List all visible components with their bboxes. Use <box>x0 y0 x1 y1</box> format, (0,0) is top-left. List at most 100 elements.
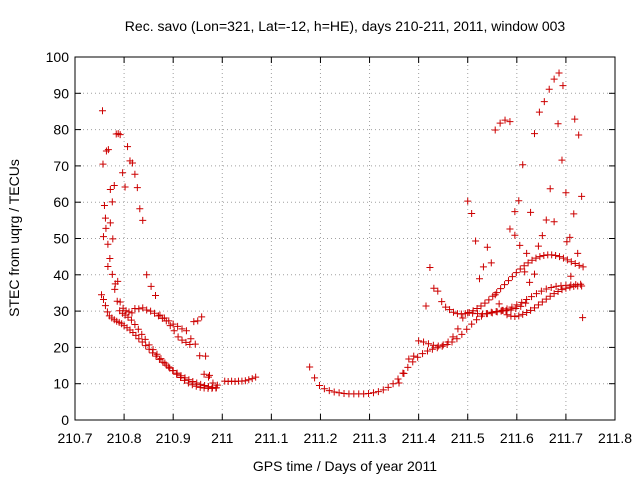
data-point <box>108 198 116 206</box>
data-point <box>511 231 519 239</box>
data-point <box>575 131 583 139</box>
data-point <box>110 182 118 190</box>
data-point <box>501 281 509 289</box>
data-point <box>429 341 437 349</box>
data-point <box>196 352 204 360</box>
data-point <box>245 376 253 384</box>
data-point <box>428 345 436 353</box>
data-point <box>194 317 202 325</box>
x-tick-label: 211.8 <box>598 430 632 446</box>
data-point <box>527 306 535 314</box>
data-point <box>325 387 333 395</box>
data-point <box>499 306 507 314</box>
data-point <box>442 303 450 311</box>
data-point <box>151 309 159 317</box>
data-point <box>550 290 558 298</box>
data-point <box>538 298 546 306</box>
data-point <box>483 310 491 318</box>
data-point <box>534 242 542 250</box>
data-point <box>152 352 160 360</box>
x-tick-label: 211.1 <box>254 430 288 446</box>
data-point <box>100 201 108 209</box>
x-tick-label: 210.7 <box>57 430 92 446</box>
data-point <box>444 338 452 346</box>
data-point <box>131 170 139 178</box>
data-points <box>98 69 587 398</box>
data-point <box>542 285 550 293</box>
data-point <box>458 330 466 338</box>
data-point <box>526 278 534 286</box>
data-point <box>558 286 566 294</box>
data-point <box>104 262 112 270</box>
data-point <box>566 283 574 291</box>
data-point <box>577 280 585 288</box>
data-point <box>410 352 418 360</box>
data-point <box>523 295 531 303</box>
data-point <box>487 308 495 316</box>
data-point <box>135 305 143 313</box>
data-point <box>548 251 556 259</box>
data-point <box>542 216 550 224</box>
data-point <box>178 336 186 344</box>
data-point <box>166 322 174 330</box>
data-point <box>209 379 217 387</box>
data-point <box>508 273 516 281</box>
data-point <box>155 355 163 363</box>
data-point <box>554 287 562 295</box>
y-tick-label: 40 <box>53 267 69 283</box>
data-point <box>122 307 130 315</box>
data-point <box>252 373 260 381</box>
data-point <box>552 282 560 290</box>
data-point <box>201 382 209 390</box>
data-point <box>152 291 160 299</box>
data-point <box>169 367 177 375</box>
data-point <box>182 327 190 335</box>
data-point <box>379 386 387 394</box>
data-point <box>198 313 206 321</box>
data-point <box>481 299 489 307</box>
data-point <box>579 314 587 322</box>
y-tick-label: 10 <box>53 376 69 392</box>
data-point <box>114 277 122 285</box>
tick-labels: 210.7 210.8 210.9 211 211.1 211.2 211.3 211.4 21… <box>46 49 633 446</box>
data-point <box>528 256 536 264</box>
data-point <box>320 385 328 393</box>
data-point <box>485 296 493 304</box>
data-point <box>530 130 538 138</box>
data-point <box>158 314 166 322</box>
data-point <box>520 262 528 270</box>
x-tick-label: 211.5 <box>451 430 485 446</box>
data-point <box>315 382 323 390</box>
data-point <box>136 205 144 213</box>
chart-title: Rec. savo (Lon=321, Lat=-12, h=HE), days… <box>125 18 566 34</box>
data-point <box>554 120 562 128</box>
data-point <box>559 254 567 262</box>
data-point <box>311 374 319 382</box>
y-tick-label: 90 <box>53 85 69 101</box>
data-point <box>129 329 137 337</box>
data-point <box>106 219 114 227</box>
data-point <box>153 350 161 358</box>
data-point <box>121 183 129 191</box>
data-point <box>124 143 132 151</box>
data-point <box>496 119 504 127</box>
data-point <box>395 379 403 387</box>
data-point <box>469 307 477 315</box>
data-point <box>477 302 485 310</box>
data-point <box>516 265 524 273</box>
data-point <box>506 118 514 126</box>
y-tick-label: 0 <box>61 412 69 428</box>
data-point <box>511 313 519 321</box>
data-point <box>538 232 546 240</box>
data-point <box>205 383 213 391</box>
data-point <box>139 216 147 224</box>
data-point <box>420 338 428 346</box>
data-point <box>394 375 402 383</box>
data-point <box>518 298 526 306</box>
data-point <box>106 254 114 262</box>
data-point <box>511 208 519 216</box>
data-point <box>439 341 447 349</box>
data-point <box>578 192 586 200</box>
x-tick-label: 211.2 <box>303 430 337 446</box>
data-point <box>527 208 535 216</box>
